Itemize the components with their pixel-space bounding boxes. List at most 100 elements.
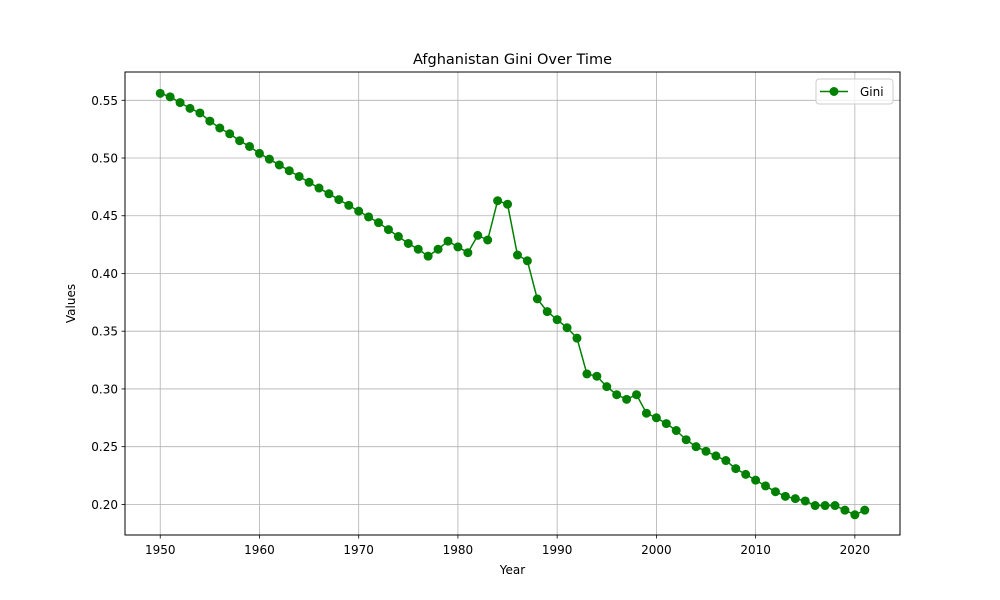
legend-marker-gini (829, 87, 839, 96)
data-point (602, 382, 612, 392)
data-point (860, 505, 870, 515)
data-point (175, 98, 185, 108)
y-tick-label: 0.45 (91, 209, 118, 223)
y-tick-label: 0.20 (91, 498, 118, 512)
data-point (274, 160, 284, 170)
data-point (453, 242, 463, 252)
data-point (423, 251, 433, 261)
data-point (522, 256, 532, 266)
data-point (155, 88, 165, 98)
data-point (681, 435, 691, 445)
data-point (205, 116, 215, 126)
data-point (552, 315, 562, 325)
y-tick-label: 0.30 (91, 382, 118, 396)
data-point (433, 244, 443, 254)
data-point (245, 141, 255, 151)
data-point (383, 225, 393, 235)
x-tick-label: 1960 (244, 543, 275, 557)
x-tick-label: 2020 (840, 543, 871, 557)
data-point (632, 390, 642, 400)
data-point (562, 323, 572, 333)
data-point (493, 196, 503, 206)
data-point (324, 189, 334, 199)
x-tick-label: 1970 (343, 543, 374, 557)
data-point (761, 481, 771, 491)
series-layer (155, 88, 870, 520)
legend-label-gini: Gini (860, 85, 884, 99)
data-point (314, 183, 324, 193)
data-point (592, 371, 602, 381)
data-point (671, 426, 681, 436)
data-point (235, 136, 245, 146)
data-point (542, 307, 552, 317)
data-point (651, 413, 661, 423)
data-point (185, 103, 195, 113)
data-point (741, 469, 751, 479)
data-point (701, 446, 711, 456)
legend: Gini (815, 78, 894, 105)
data-point (364, 212, 374, 222)
grid (125, 72, 900, 535)
data-point (711, 451, 721, 461)
data-point (721, 456, 731, 466)
x-tick-label: 2010 (740, 543, 771, 557)
legend-box (815, 78, 894, 105)
data-point (195, 108, 205, 118)
data-point (374, 218, 384, 228)
data-point (691, 442, 701, 452)
data-point (661, 419, 671, 429)
y-tick-label: 0.40 (91, 267, 118, 281)
data-point (284, 166, 294, 176)
plot-frame (124, 71, 901, 536)
data-point (820, 501, 830, 511)
data-point (403, 238, 413, 248)
y-tick-label: 0.25 (91, 440, 118, 454)
data-point (483, 235, 493, 245)
data-point (770, 487, 780, 497)
x-tick-label: 2000 (641, 543, 672, 557)
data-point (572, 333, 582, 343)
data-point (215, 123, 225, 133)
data-point (503, 199, 513, 209)
data-point (393, 232, 403, 242)
data-point (463, 248, 473, 258)
x-tick-label: 1980 (443, 543, 474, 557)
data-point (225, 129, 235, 139)
data-point (165, 92, 175, 102)
data-point (622, 394, 632, 404)
data-point (443, 236, 453, 246)
y-tick-label: 0.55 (91, 94, 118, 108)
data-point (264, 154, 274, 164)
data-point (532, 294, 542, 304)
data-point (354, 206, 364, 216)
data-point (840, 505, 850, 515)
data-point (780, 491, 790, 501)
y-axis-title: Values (64, 284, 78, 323)
data-point (751, 475, 761, 485)
data-point (800, 496, 810, 506)
data-point (473, 230, 483, 240)
data-point (830, 501, 840, 511)
data-point (790, 494, 800, 504)
data-point (294, 171, 304, 181)
data-point (641, 408, 651, 418)
data-point (344, 200, 354, 210)
data-point (731, 464, 741, 474)
chart-title: Afghanistan Gini Over Time (413, 52, 612, 68)
data-point (810, 501, 820, 511)
data-point (413, 244, 423, 254)
data-point (254, 148, 264, 158)
x-axis-title: Year (499, 563, 525, 577)
data-point (512, 250, 522, 260)
data-point (612, 390, 622, 400)
data-point (334, 195, 344, 205)
x-tick-label: 1990 (542, 543, 573, 557)
data-point (850, 510, 860, 520)
axis-ticks: 1950 1960 1970 1980 1990 2000 2010 2020 0.20 0.25… (91, 94, 870, 557)
y-tick-label: 0.50 (91, 152, 118, 166)
x-tick-label: 1950 (145, 543, 176, 557)
data-point (304, 177, 314, 187)
data-point (582, 369, 592, 379)
y-tick-label: 0.35 (91, 325, 118, 339)
